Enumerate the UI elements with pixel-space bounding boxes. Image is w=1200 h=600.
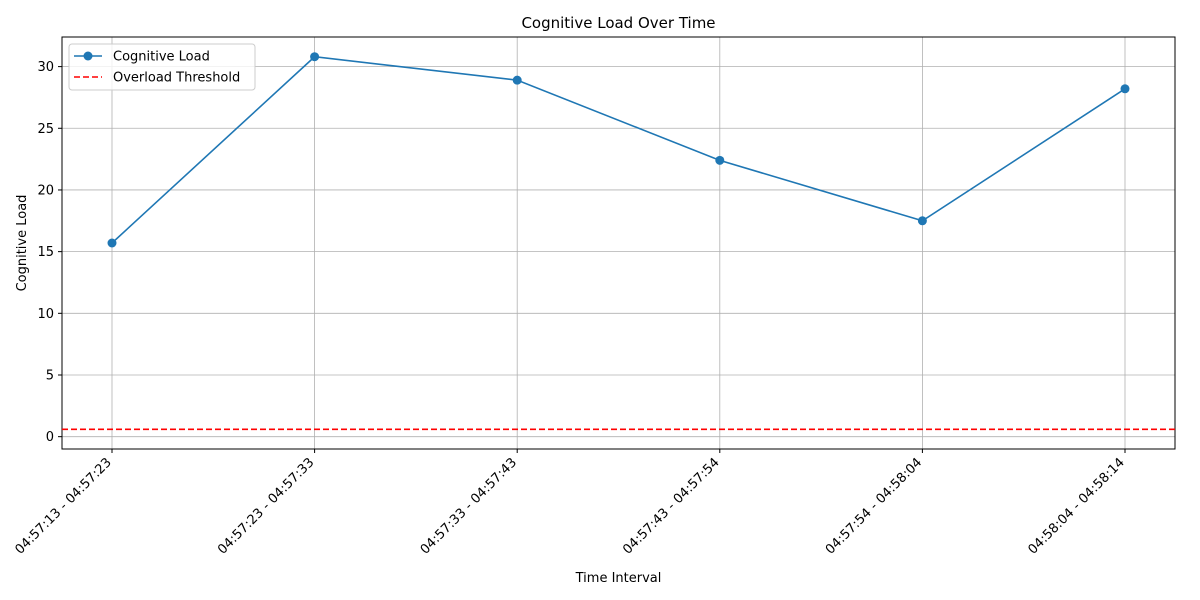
y-tick-label: 10 xyxy=(37,307,54,322)
series-line xyxy=(111,55,1126,244)
y-tick-label: 25 xyxy=(37,122,54,137)
x-axis-label: Time Interval xyxy=(575,571,662,586)
chart-title: Cognitive Load Over Time xyxy=(521,14,715,32)
x-tick-label: 04:58:04 - 04:58:14 xyxy=(1025,455,1127,557)
data-point xyxy=(917,216,927,226)
x-tick-label: 04:57:33 - 04:57:43 xyxy=(418,455,520,557)
y-axis-ticks: 0 5 10 15 20 25 30 xyxy=(37,60,62,445)
legend-label-overload-threshold: Overload Threshold xyxy=(113,71,240,86)
data-point xyxy=(715,155,725,165)
x-tick-label: 04:57:54 - 04:58:04 xyxy=(823,455,925,557)
data-point xyxy=(512,75,522,85)
x-axis-ticks: 04:57:13 - 04:57:23 04:57:23 - 04:57:33 04… xyxy=(12,449,1128,558)
grid xyxy=(62,37,1175,449)
y-axis-label: Cognitive Load xyxy=(15,195,30,292)
x-tick-label: 04:57:13 - 04:57:23 xyxy=(12,455,114,557)
legend-box xyxy=(68,43,256,91)
y-tick-label: 15 xyxy=(37,245,54,260)
y-tick-label: 5 xyxy=(46,368,54,383)
plot-area xyxy=(61,36,1176,450)
data-point xyxy=(107,238,117,248)
data-point xyxy=(1120,84,1130,94)
series-layer xyxy=(107,52,1130,248)
legend-label-cognitive-load: Cognitive Load xyxy=(113,50,210,65)
legend: Cognitive Load Overload Threshold xyxy=(68,43,256,91)
y-tick-label: 0 xyxy=(46,430,54,445)
x-tick-label: 04:57:23 - 04:57:33 xyxy=(215,455,317,557)
legend-marker-cognitive-load xyxy=(83,51,93,61)
data-point xyxy=(310,52,320,62)
x-tick-label: 04:57:43 - 04:57:54 xyxy=(620,455,722,557)
y-tick-label: 20 xyxy=(37,183,54,198)
y-tick-label: 30 xyxy=(37,60,54,75)
